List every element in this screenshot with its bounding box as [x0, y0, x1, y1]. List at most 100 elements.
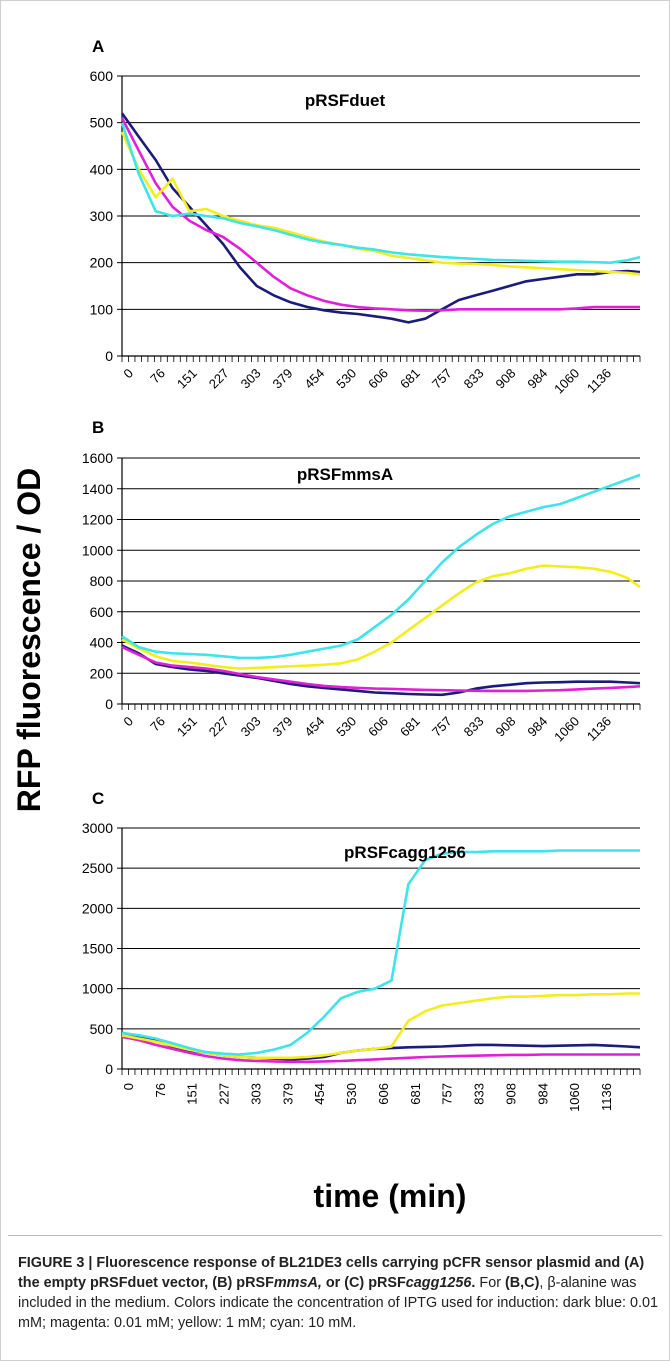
y-tick-label: 400 [90, 635, 114, 651]
x-tick-label: 0 [120, 714, 136, 730]
panel-title: pRSFmmsA [297, 465, 393, 484]
y-axis-label: RFP fluorescence / OD [11, 468, 47, 812]
panel-a: A 0 100 200 300 400 500 600 0 76 151 227 303 379 454 53… [90, 37, 641, 397]
y-tick-label: 0 [105, 1061, 113, 1077]
panel-b: B 0 200 400 600 800 1000 1200 1400 1600 0 76 151 227 3… [82, 418, 641, 745]
x-tick-label: 303 [248, 1083, 263, 1105]
caption-divider [8, 1235, 662, 1236]
series-line-yellow [121, 992, 640, 1060]
x-tick-label: 1136 [584, 366, 614, 396]
series-line-magenta [121, 645, 641, 693]
x-tick-label: 681 [397, 366, 423, 392]
x-tick-label: 1060 [551, 366, 582, 397]
panel-letter-a: A [92, 37, 104, 56]
x-tick-label: 454 [301, 366, 327, 392]
x-tick-label: 227 [206, 366, 232, 392]
x-tick-label: 303 [238, 714, 264, 740]
y-tick-label: 0 [105, 348, 113, 364]
x-tick-label: 379 [280, 1083, 295, 1105]
y-tick-label: 0 [105, 696, 113, 712]
x-tick-label: 530 [344, 1083, 359, 1105]
y-tick-label: 500 [90, 115, 114, 131]
y-tick-label: 100 [90, 301, 114, 317]
caption-bold-italic-2: cagg1256 [405, 1275, 472, 1291]
panel-title: pRSFduet [305, 91, 386, 110]
figure-caption: FIGURE 3 | Fluorescence response of BL21… [18, 1253, 658, 1333]
y-tick-label: 1000 [82, 981, 113, 997]
x-tick-label: 606 [365, 366, 391, 392]
panel-letter-b: B [92, 418, 104, 437]
caption-text-1: For [475, 1275, 505, 1291]
x-tick-label: 303 [238, 366, 264, 392]
x-axis-label: time (min) [314, 1178, 467, 1214]
x-tick-label: 227 [206, 714, 232, 740]
x-tick-label: 151 [174, 366, 200, 392]
y-tick-label: 1500 [82, 941, 113, 957]
x-tick-label: 757 [429, 714, 455, 740]
panel-title: pRSFcagg1256 [344, 843, 466, 862]
x-tick-label: 908 [493, 714, 519, 740]
x-tick-label: 908 [493, 366, 519, 392]
x-tick-label: 757 [440, 1083, 455, 1105]
y-tick-label: 600 [90, 604, 114, 620]
x-tick-label: 1060 [551, 714, 582, 745]
panel-c: C 0 500 1000 1500 2000 2500 3000 0 76 151 227 303 379… [82, 789, 641, 1112]
x-tick-label: 76 [153, 1083, 168, 1097]
x-tick-label: 984 [524, 366, 550, 392]
y-tick-label: 2500 [82, 860, 113, 876]
x-tick-label: 0 [121, 1083, 136, 1090]
caption-bold-4: (B,C) [505, 1275, 540, 1291]
caption-bold-3: . [471, 1275, 476, 1291]
x-tick-label: 984 [535, 1083, 550, 1105]
x-tick-label: 833 [461, 366, 487, 392]
series-line-magenta [120, 117, 640, 312]
y-tick-label: 300 [90, 208, 114, 224]
x-tick-label: 681 [408, 1083, 423, 1105]
series-line-cyan [121, 473, 641, 660]
x-tick-label: 227 [217, 1083, 232, 1105]
x-tick-label: 1136 [584, 714, 614, 744]
x-tick-label: 606 [365, 714, 391, 740]
y-tick-label: 1200 [82, 512, 113, 528]
y-tick-label: 600 [90, 68, 114, 84]
y-tick-label: 200 [90, 255, 114, 271]
caption-bold-2: or (C) pRSF [321, 1275, 406, 1291]
y-tick-label: 400 [90, 161, 114, 177]
x-tick-label: 757 [429, 366, 455, 392]
y-tick-label: 3000 [82, 820, 113, 836]
series-line-dark-blue [120, 112, 641, 324]
x-tick-label: 1060 [567, 1083, 582, 1112]
x-tick-label: 76 [147, 366, 168, 387]
x-tick-label: 151 [185, 1083, 200, 1105]
series-line-magenta [121, 1035, 640, 1064]
y-tick-label: 1400 [82, 481, 113, 497]
x-tick-label: 908 [503, 1083, 518, 1105]
y-tick-label: 200 [90, 665, 114, 681]
x-tick-label: 454 [312, 1083, 327, 1105]
x-tick-label: 530 [333, 366, 359, 392]
caption-text-2: , β-alanine was included in the medium. … [18, 1275, 658, 1331]
series-line-cyan [121, 849, 640, 1056]
x-tick-label: 984 [524, 714, 550, 740]
series-line-dark-blue [121, 644, 641, 697]
series-line-cyan [120, 122, 641, 264]
x-tick-label: 454 [301, 714, 327, 740]
x-tick-label: 151 [174, 714, 200, 740]
x-tick-label: 530 [333, 714, 359, 740]
x-tick-label: 833 [461, 714, 487, 740]
y-tick-label: 500 [90, 1021, 114, 1037]
caption-bold-1: FIGURE 3 | Fluorescence response of BL21… [18, 1255, 645, 1291]
y-tick-label: 1000 [82, 542, 113, 558]
y-tick-label: 1600 [82, 450, 113, 466]
x-tick-label: 0 [120, 366, 136, 382]
x-tick-label: 379 [270, 366, 296, 392]
y-tick-label: 2000 [82, 900, 113, 916]
x-tick-label: 606 [376, 1083, 391, 1105]
x-tick-label: 76 [147, 714, 168, 735]
y-tick-label: 800 [90, 573, 114, 589]
x-tick-label: 1136 [599, 1083, 614, 1111]
panel-letter-c: C [92, 789, 104, 808]
series-line-yellow [120, 131, 641, 276]
x-tick-label: 833 [472, 1083, 487, 1105]
